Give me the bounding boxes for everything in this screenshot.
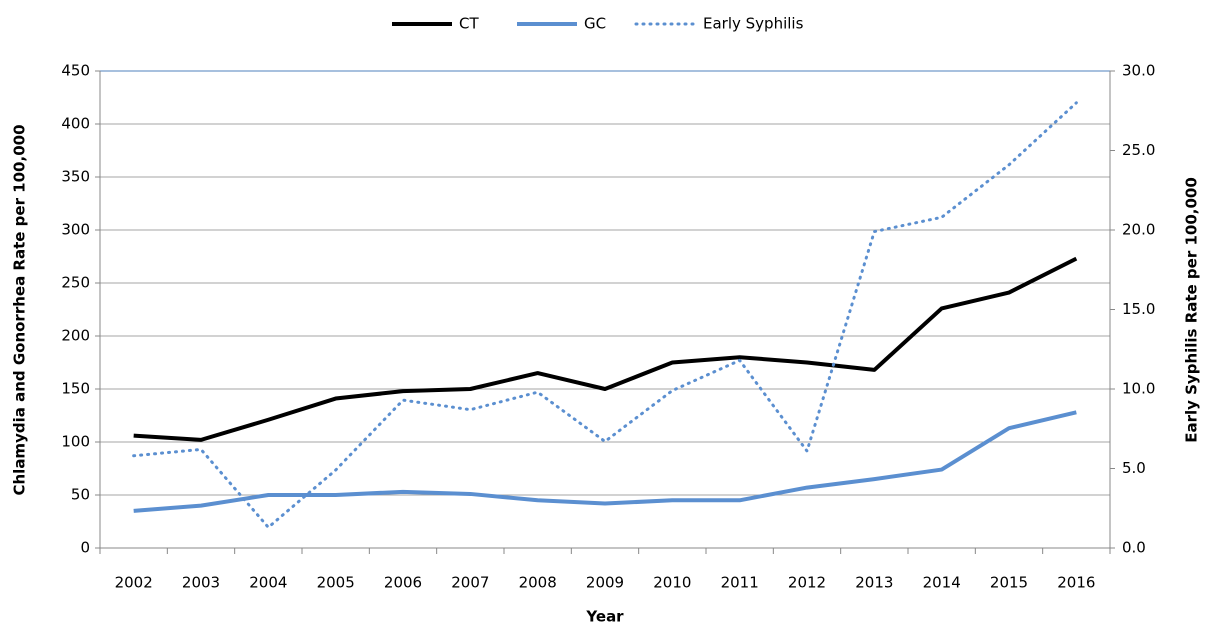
x-tick-label: 2003 — [182, 574, 220, 592]
x-tick-label: 2011 — [721, 574, 759, 592]
y-tick-label: 150 — [61, 380, 90, 398]
series-line — [133, 410, 1077, 513]
x-tick-label: 2008 — [519, 574, 557, 592]
x-tick-label: 2004 — [249, 574, 287, 592]
y2-tick-label: 10.0 — [1122, 380, 1155, 398]
x-tick-label: 2002 — [115, 574, 153, 592]
legend-label: CT — [459, 15, 479, 33]
y2-tick-label: 0.0 — [1122, 539, 1146, 557]
y-tick-label: 400 — [61, 115, 90, 133]
y2-axis-title: Early Syphilis Rate per 100,000 — [1183, 177, 1201, 443]
x-tick-label: 2006 — [384, 574, 422, 592]
y-tick-label: 100 — [61, 433, 90, 451]
y-axis-title: Chlamydia and Gonorrhea Rate per 100,000 — [11, 124, 29, 495]
x-tick-label: 2007 — [451, 574, 489, 592]
y2-tick-label: 5.0 — [1122, 459, 1146, 477]
x-axis-title: Year — [585, 608, 624, 626]
series-line — [133, 256, 1078, 442]
x-tick-label: 2016 — [1057, 574, 1095, 592]
x-tick-label: 2013 — [855, 574, 893, 592]
y-tick-label: 50 — [71, 486, 90, 504]
x-tick-label: 2010 — [653, 574, 691, 592]
y2-tick-label: 30.0 — [1122, 62, 1155, 80]
y2-tick-label: 20.0 — [1122, 221, 1155, 239]
x-tick-label: 2012 — [788, 574, 826, 592]
y-tick-label: 450 — [61, 62, 90, 80]
y2-tick-label: 25.0 — [1122, 141, 1155, 159]
y-tick-label: 350 — [61, 168, 90, 186]
x-tick-label: 2005 — [317, 574, 355, 592]
y-tick-label: 200 — [61, 327, 90, 345]
y-tick-label: 250 — [61, 274, 90, 292]
y-tick-label: 0 — [80, 539, 90, 557]
x-tick-label: 2015 — [990, 574, 1028, 592]
legend-label: Early Syphilis — [703, 15, 804, 33]
x-tick-label: 2014 — [923, 574, 961, 592]
x-tick-label: 2009 — [586, 574, 624, 592]
legend-label: GC — [584, 15, 606, 33]
y2-tick-label: 15.0 — [1122, 300, 1155, 318]
y-tick-label: 300 — [61, 221, 90, 239]
